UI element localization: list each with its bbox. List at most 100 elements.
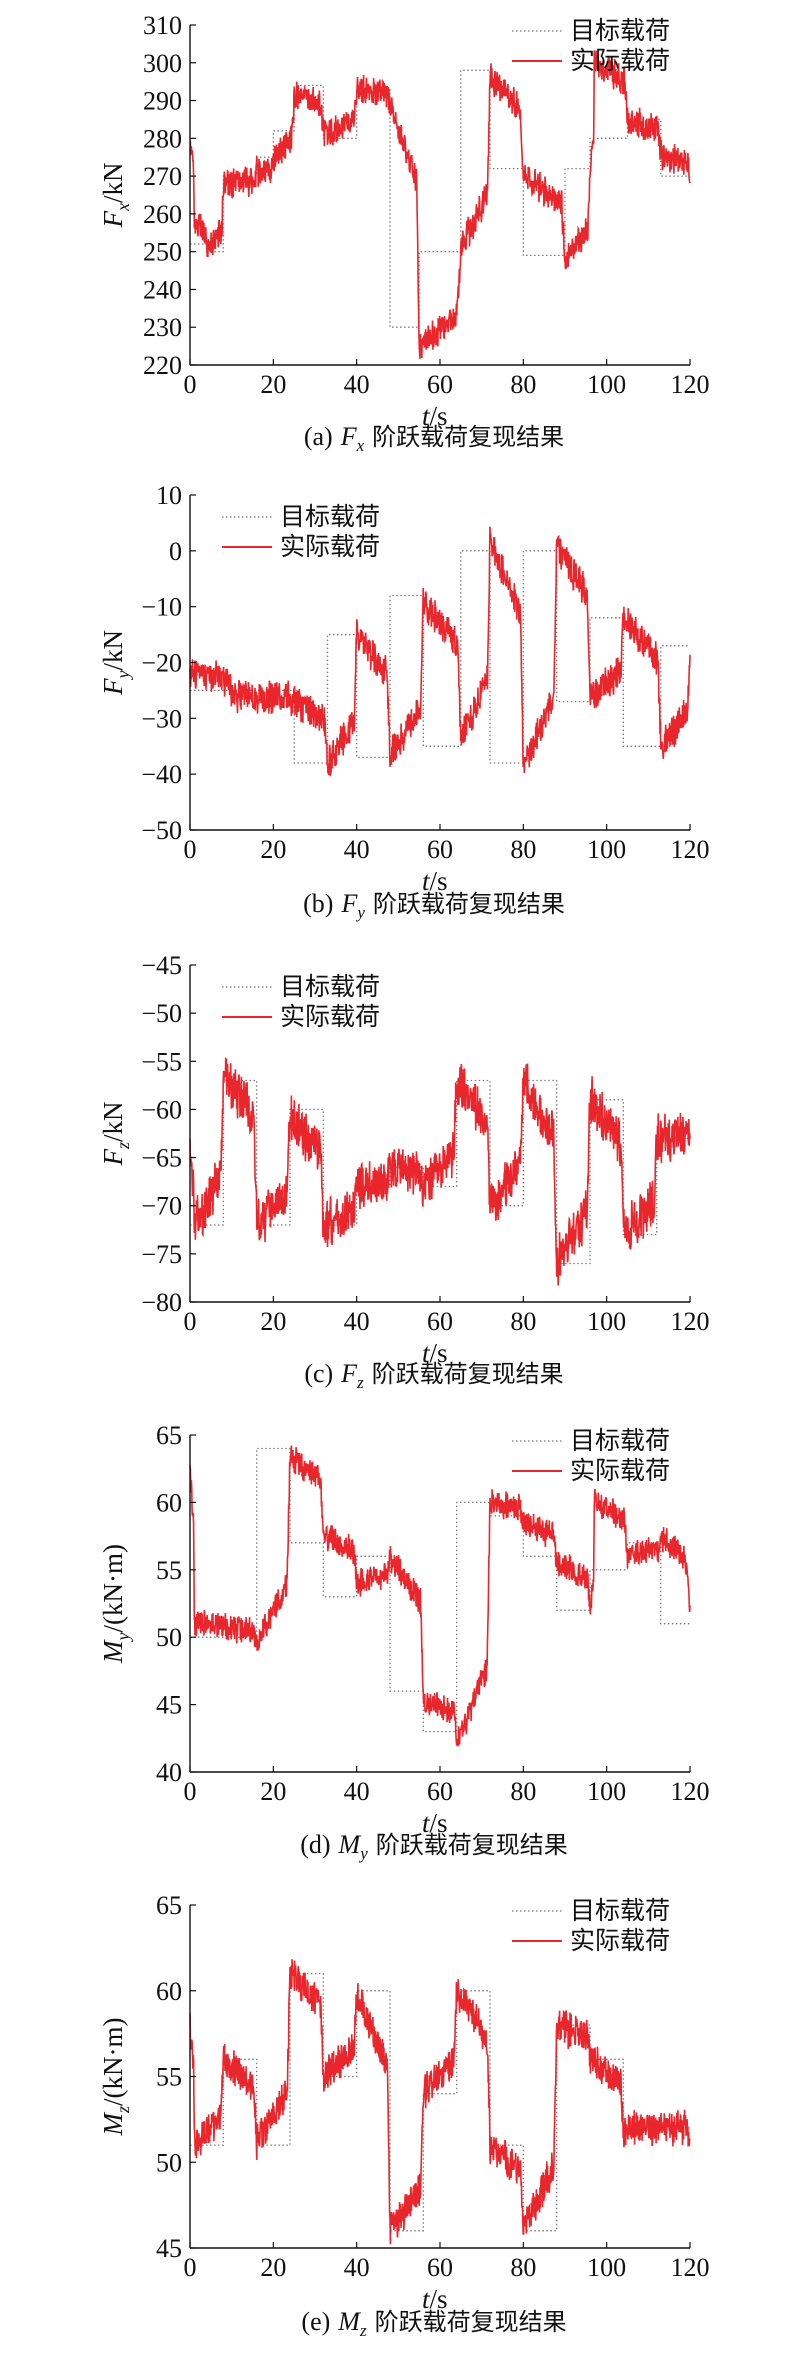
y-tick-label: 270: [143, 162, 182, 191]
y-tick-label: 240: [143, 275, 182, 304]
panel-caption: (e) Mz 阶跃载荷复现结果: [301, 2307, 566, 2340]
x-axis-unit: /s: [430, 2284, 448, 2314]
panel-d-my: 0 20 40 60 80 100 120404550556065t/sMy/(kN·m)目…: [98, 1421, 710, 1863]
y-tick-label: −40: [141, 760, 182, 789]
x-tick-label: 100: [587, 1777, 626, 1806]
target-load-line: [190, 1972, 690, 2232]
caption-var: M: [337, 2307, 361, 2336]
x-axis-unit: /s: [430, 1338, 448, 1368]
target-load-line: [190, 69, 690, 328]
y-axis-label: Fx/kN: [98, 163, 133, 229]
legend-target-label: 目标载荷: [570, 17, 670, 45]
y-tick-label: 300: [143, 49, 182, 78]
panel-a-fx: 0 20 40 60 80 100 120 220 230 240 250 260 270 280 290 3…: [98, 11, 710, 455]
actual-load-line: [189, 526, 691, 777]
caption-sub: z: [356, 1373, 364, 1392]
y-axis-var: F: [98, 1149, 128, 1167]
x-tick-label: 120: [671, 1777, 710, 1806]
legend-actual-label: 实际载荷: [570, 1457, 670, 1485]
caption-prefix: (b): [303, 889, 333, 918]
x-tick-label: 20: [260, 1307, 286, 1336]
x-tick-label: 120: [671, 1307, 710, 1336]
caption-text: 阶跃载荷复现结果: [375, 2308, 567, 2336]
x-axis-label: t/s: [422, 866, 448, 896]
y-axis-sub: y: [113, 1632, 133, 1642]
y-axis-label: Fy/kN: [98, 630, 133, 696]
x-tick-label: 80: [510, 835, 536, 864]
caption-var: F: [340, 1359, 358, 1388]
y-tick-label: 40: [156, 1758, 182, 1787]
x-tick-label: 40: [344, 1777, 370, 1806]
panel-caption: (b) Fy 阶跃载荷复现结果: [303, 889, 565, 922]
y-tick-label: −65: [141, 1144, 182, 1173]
x-axis-unit: /s: [430, 401, 448, 431]
x-tick-label: 120: [671, 2253, 710, 2282]
y-tick-label: 65: [156, 1421, 182, 1450]
caption-sub: z: [359, 2321, 367, 2340]
x-tick-label: 40: [344, 370, 370, 399]
y-tick-label: −20: [141, 649, 182, 678]
y-axis-var: M: [98, 1639, 128, 1664]
caption-prefix: (c): [304, 1359, 333, 1388]
caption-sub: y: [355, 903, 365, 922]
y-tick-label: 0: [169, 537, 182, 566]
y-axis-var: F: [98, 211, 128, 229]
y-axis-unit: /kN: [98, 1101, 128, 1142]
y-axis-label: My/(kN·m): [98, 1544, 133, 1664]
x-axis-label: t/s: [422, 1808, 448, 1838]
legend-target-label: 目标载荷: [280, 973, 380, 1001]
x-tick-label: 100: [587, 835, 626, 864]
legend-target-label: 目标载荷: [570, 1897, 670, 1925]
x-axis-label: t/s: [422, 2284, 448, 2314]
x-tick-label: 60: [427, 835, 453, 864]
x-axis-var: t: [422, 866, 431, 896]
x-tick-label: 80: [510, 1307, 536, 1336]
caption-text: 阶跃载荷复现结果: [373, 890, 565, 918]
x-tick-label: 80: [510, 370, 536, 399]
x-tick-label: 60: [427, 1777, 453, 1806]
x-tick-label: 40: [344, 2253, 370, 2282]
x-tick-label: 120: [671, 370, 710, 399]
y-axis-sub: y: [113, 671, 133, 681]
actual-load-line: [189, 1445, 691, 1747]
caption-var: F: [340, 422, 358, 451]
y-axis-unit: /(kN·m): [98, 2018, 128, 2106]
y-tick-label: −70: [141, 1192, 182, 1221]
x-tick-label: 0: [184, 835, 197, 864]
x-tick-label: 0: [184, 1307, 197, 1336]
x-tick-label: 40: [344, 1307, 370, 1336]
panel-caption: (d) My 阶跃载荷复现结果: [300, 1830, 568, 1863]
y-axis-unit: /kN: [98, 630, 128, 671]
y-tick-label: 280: [143, 124, 182, 153]
target-load-line: [190, 550, 690, 764]
x-tick-label: 100: [587, 370, 626, 399]
target-load-line: [190, 1447, 690, 1733]
y-tick-label: 50: [156, 1623, 182, 1652]
y-tick-label: −10: [141, 593, 182, 622]
caption-text: 阶跃载荷复现结果: [372, 423, 564, 451]
panel-caption: (c) Fz 阶跃载荷复现结果: [304, 1359, 563, 1392]
y-tick-label: 45: [156, 2234, 182, 2263]
y-axis-var: M: [98, 2112, 128, 2137]
legend-actual-label: 实际载荷: [280, 533, 380, 561]
x-axis-unit: /s: [430, 866, 448, 896]
y-tick-label: 250: [143, 238, 182, 267]
x-tick-label: 20: [260, 835, 286, 864]
y-tick-label: 60: [156, 1977, 182, 2006]
actual-load-line: [189, 1057, 691, 1286]
y-tick-label: −50: [141, 816, 182, 845]
caption-var: M: [338, 1830, 362, 1859]
y-tick-label: −60: [141, 1095, 182, 1124]
x-tick-label: 60: [427, 1307, 453, 1336]
caption-prefix: (e): [301, 2307, 330, 2336]
y-tick-label: 310: [143, 11, 182, 40]
caption-text: 阶跃载荷复现结果: [372, 1360, 564, 1388]
actual-load-line: [189, 1959, 691, 2245]
y-tick-label: 290: [143, 87, 182, 116]
x-tick-label: 60: [427, 2253, 453, 2282]
caption-prefix: (d): [300, 1830, 330, 1859]
x-axis-label: t/s: [422, 1338, 448, 1368]
y-tick-label: 65: [156, 1891, 182, 1920]
y-tick-label: −75: [141, 1240, 182, 1269]
